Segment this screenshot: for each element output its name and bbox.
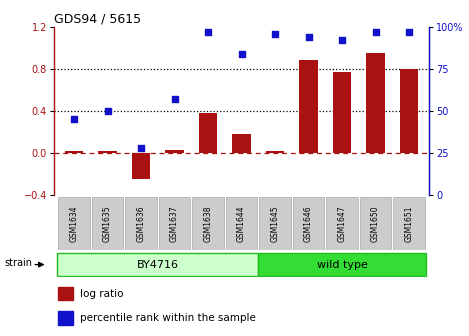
Bar	[98, 151, 117, 153]
Bar	[232, 134, 251, 153]
Point	[238, 51, 245, 56]
Text: GSM1650: GSM1650	[371, 205, 380, 242]
Point	[372, 29, 379, 35]
Bar	[326, 197, 358, 250]
Bar	[299, 60, 318, 153]
Text: GSM1637: GSM1637	[170, 205, 179, 242]
Point	[137, 145, 145, 151]
Bar	[393, 197, 425, 250]
Text: GSM1645: GSM1645	[271, 205, 280, 242]
Bar	[92, 197, 123, 250]
Bar	[58, 311, 73, 325]
Text: GSM1634: GSM1634	[69, 205, 78, 242]
Bar	[58, 197, 90, 250]
Bar	[125, 197, 157, 250]
Text: GSM1636: GSM1636	[136, 205, 145, 242]
Text: GSM1646: GSM1646	[304, 205, 313, 242]
Point	[305, 34, 312, 40]
Text: BY4716: BY4716	[137, 260, 179, 269]
Bar	[360, 197, 391, 250]
Text: log ratio: log ratio	[80, 289, 124, 299]
Point	[171, 96, 178, 102]
Text: GSM1647: GSM1647	[338, 205, 347, 242]
Text: wild type: wild type	[317, 260, 368, 269]
Text: strain: strain	[4, 258, 32, 268]
Bar	[259, 197, 291, 250]
Bar	[293, 197, 324, 250]
Bar	[333, 72, 351, 153]
Point	[271, 31, 279, 36]
Bar	[165, 150, 184, 153]
Bar	[266, 151, 284, 153]
Point	[338, 38, 346, 43]
Bar	[226, 197, 257, 250]
Bar	[132, 153, 150, 179]
Bar	[366, 53, 385, 153]
Text: GDS94 / 5615: GDS94 / 5615	[54, 13, 141, 26]
Bar	[400, 69, 418, 153]
Bar	[57, 253, 258, 276]
Point	[104, 108, 111, 114]
Point	[405, 29, 413, 35]
Bar	[159, 197, 190, 250]
Bar	[258, 253, 426, 276]
Point	[204, 29, 212, 35]
Bar	[192, 197, 224, 250]
Text: GSM1644: GSM1644	[237, 205, 246, 242]
Bar	[199, 113, 217, 153]
Point	[70, 117, 78, 122]
Bar	[65, 151, 83, 153]
Text: GSM1651: GSM1651	[405, 205, 414, 242]
Bar	[58, 287, 73, 300]
Text: percentile rank within the sample: percentile rank within the sample	[80, 313, 256, 323]
Text: GSM1638: GSM1638	[204, 205, 212, 242]
Text: GSM1635: GSM1635	[103, 205, 112, 242]
